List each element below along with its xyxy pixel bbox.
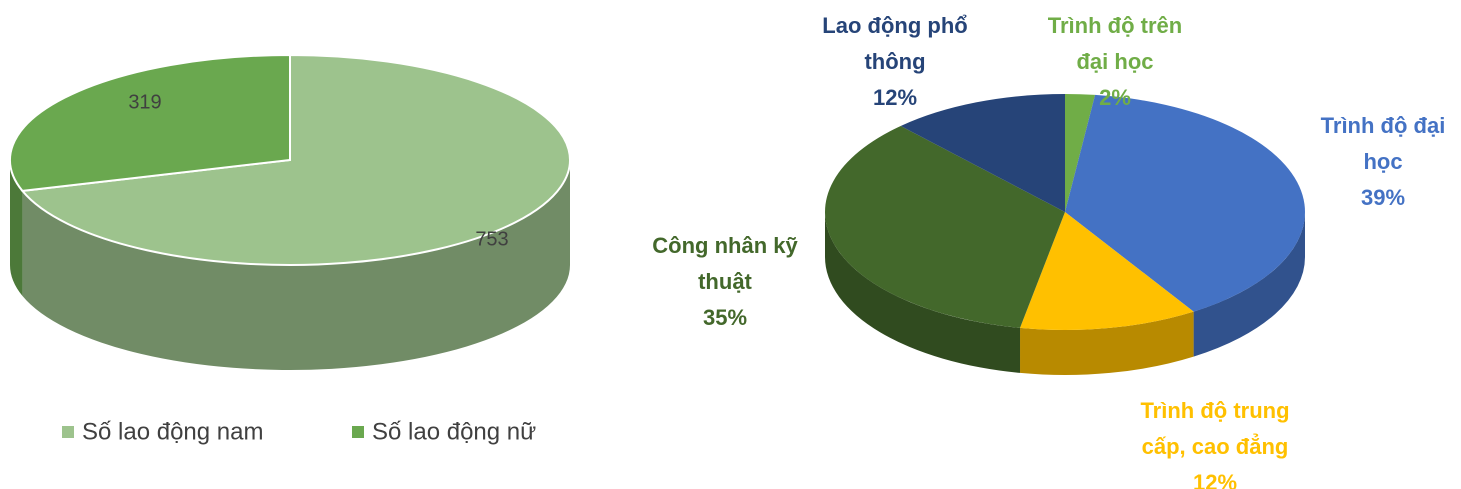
pie-side (9, 160, 23, 296)
pie-slice (1020, 212, 1194, 330)
data-label: Lao động phổ thông 12% (810, 8, 980, 116)
legend-marker (62, 426, 74, 438)
data-label: Trình độ đại học 39% (1308, 108, 1458, 216)
label-value: 12% (872, 85, 918, 110)
legend-marker (352, 426, 364, 438)
data-label: 319 (128, 91, 161, 113)
data-label: Công nhân kỹ thuật 35% (640, 228, 810, 336)
legend-label: Số lao động nam (82, 418, 263, 445)
pie-side (1193, 212, 1305, 357)
pie-side (1020, 311, 1194, 375)
label-category: Trình độ trung cấp, cao đẳng (1140, 398, 1290, 459)
pie-slice (825, 125, 1065, 328)
label-category: Lao động phổ thông (822, 13, 968, 74)
data-label: Trình độ trên đại học 2% (1030, 8, 1200, 116)
label-category: Trình độ đại học (1320, 113, 1446, 174)
pie-slice (9, 53, 291, 192)
legend-label: Số lao động nữ (372, 418, 536, 445)
label-value: 35% (702, 305, 748, 330)
pie-slice (900, 94, 1065, 212)
label-value: 39% (1360, 185, 1406, 210)
label-category: Công nhân kỹ thuật (652, 233, 798, 294)
pie-slice (20, 53, 571, 266)
label-value: 12% (1192, 470, 1238, 489)
pie-side (825, 212, 1021, 373)
label-value: 2% (1099, 85, 1131, 110)
label-category: Trình độ trên đại học (1047, 13, 1183, 74)
pie-slice (1065, 94, 1096, 212)
data-label: Trình độ trung cấp, cao đẳng 12% (1120, 393, 1310, 489)
data-label: 753 (475, 228, 508, 250)
pie-slice (1065, 94, 1305, 312)
